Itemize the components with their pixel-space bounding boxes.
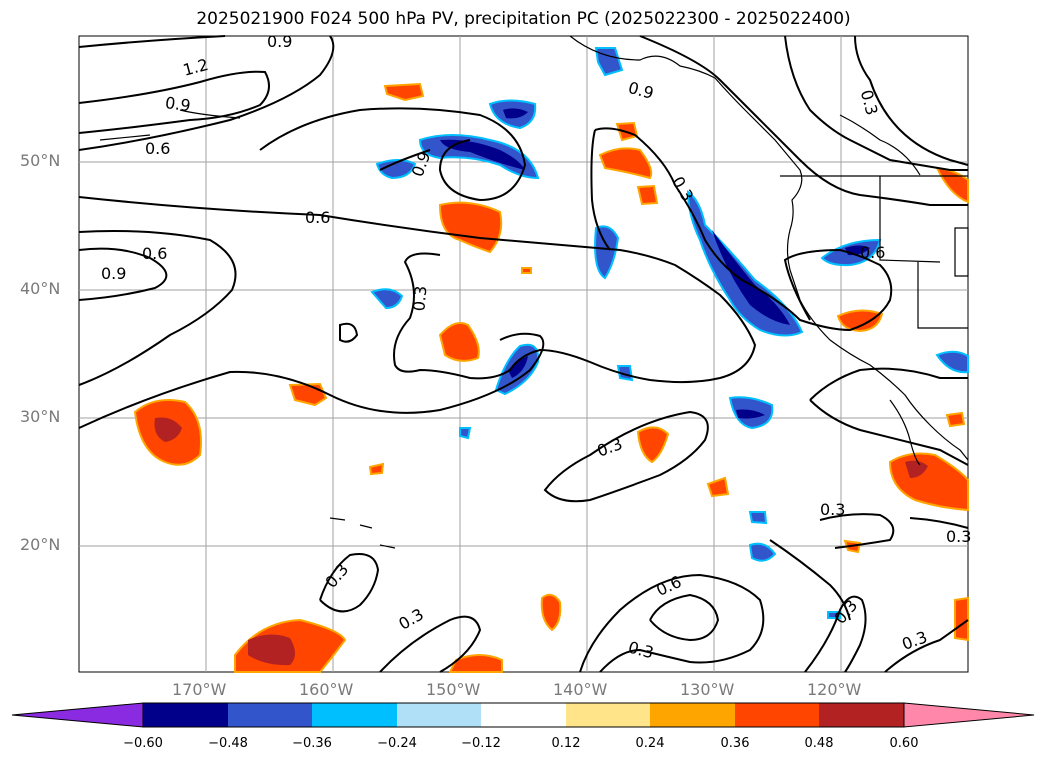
contour-label: 0.3 xyxy=(820,500,845,519)
lon-label: 160°W xyxy=(299,680,354,699)
contour-label: 0.6 xyxy=(142,244,167,263)
lat-label: 50°N xyxy=(20,151,61,170)
colorbar-tick: −0.24 xyxy=(377,736,417,751)
contour-label: 0.3 xyxy=(946,527,971,546)
contour-label: 0.6 xyxy=(145,139,170,158)
pv-contours xyxy=(78,35,969,673)
lon-label: 170°W xyxy=(172,680,227,699)
lat-label: 40°N xyxy=(20,279,61,298)
colorbar-tick: 0.48 xyxy=(804,736,834,751)
coastlines xyxy=(99,35,969,549)
map-title: 2025021900 F024 500 hPa PV, precipitatio… xyxy=(196,9,851,29)
contour-label: 0.9 xyxy=(164,93,192,115)
lon-label: 130°W xyxy=(680,680,735,699)
colorbar-tick: 0.36 xyxy=(720,736,750,751)
colorbar-tick: 0.24 xyxy=(635,736,665,751)
colorbar-tick: −0.12 xyxy=(461,736,501,751)
lat-label: 20°N xyxy=(20,535,61,554)
colorbar xyxy=(11,702,1035,728)
lat-label: 30°N xyxy=(20,407,61,426)
colorbar-tick: −0.36 xyxy=(292,736,332,751)
contour-label: 0.6 xyxy=(860,243,885,262)
contour-label: 0.9 xyxy=(101,264,126,283)
colorbar-tick: 0.60 xyxy=(889,736,919,751)
precipitation-field xyxy=(133,47,969,673)
colorbar-tick: −0.60 xyxy=(123,736,163,751)
colorbar-tick: −0.48 xyxy=(208,736,248,751)
lon-label: 140°W xyxy=(553,680,608,699)
lon-label: 150°W xyxy=(426,680,481,699)
contour-label: 0.6 xyxy=(305,208,330,227)
contour-label: 0.9 xyxy=(267,32,292,51)
lon-label: 120°W xyxy=(807,680,862,699)
colorbar-tick: 0.12 xyxy=(551,736,581,751)
contour-label: 0.3 xyxy=(409,285,430,312)
